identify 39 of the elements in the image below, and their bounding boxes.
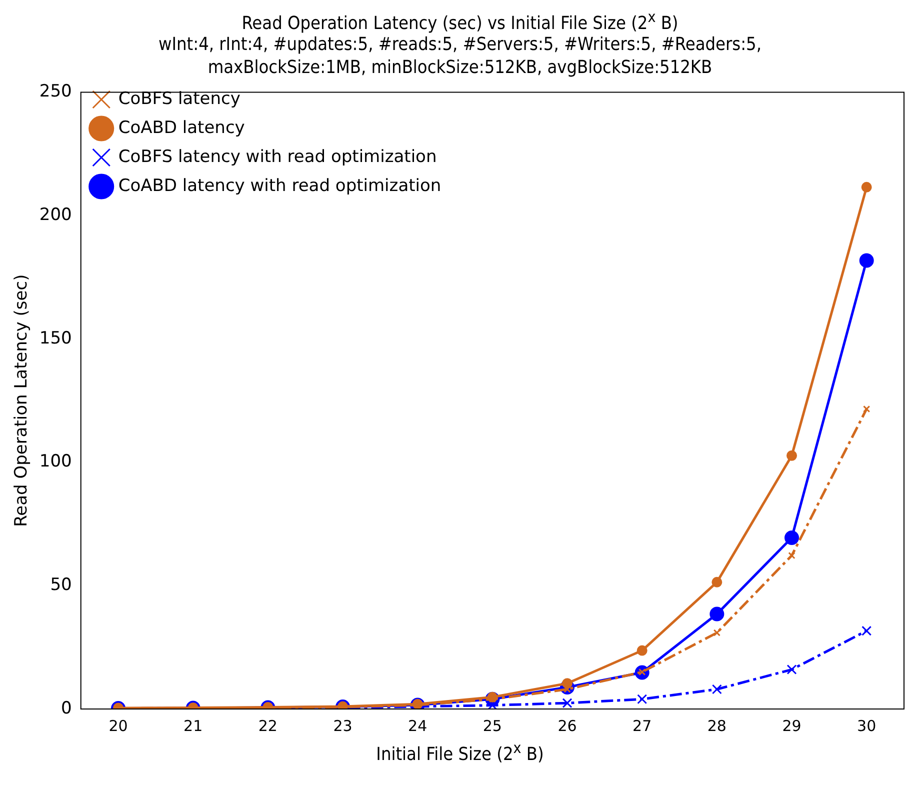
x-axis-title: Initial File Size (2$^{x}$ B) xyxy=(375,739,545,765)
point xyxy=(863,405,870,413)
legend-label: CoABD latency xyxy=(118,118,245,138)
legend-label: CoABD latency with read optimization xyxy=(118,176,442,196)
x-tick-label: 25 xyxy=(482,716,502,735)
point xyxy=(713,629,720,636)
point xyxy=(786,664,797,675)
point xyxy=(712,576,722,588)
y-tick-label: 200 xyxy=(39,204,72,225)
y-tick-label: 100 xyxy=(39,452,72,472)
chart-subtitle: wInt:4, rInt:4, #updates:5, #reads:5, #Servers:5, #Writers:5, #Readers:5, maxBlockSize:1MB, minBlockSize:512KB, avgBlockSize:512KB xyxy=(157,34,763,79)
y-axis-title: Read Operation Latency (sec) xyxy=(12,274,32,527)
x-tick-label: 20 xyxy=(108,716,128,735)
point xyxy=(637,694,648,704)
point xyxy=(862,626,872,636)
x-tick-label: 23 xyxy=(333,716,352,735)
point xyxy=(859,253,874,268)
point xyxy=(562,698,572,708)
y-tick-label: 250 xyxy=(39,82,72,102)
x-tick-label: 26 xyxy=(558,716,577,735)
chart-title: Read Operation Latency (sec) vs Initial File Size (2$^{x}$ B) xyxy=(240,8,680,34)
y-tick-label: 150 xyxy=(39,328,72,348)
x-tick-label: 27 xyxy=(632,716,652,735)
x-tick-label: 22 xyxy=(258,716,278,735)
point xyxy=(636,645,648,656)
y-tick-label: 0 xyxy=(61,698,72,718)
x-tick-label: 30 xyxy=(857,716,876,735)
point xyxy=(861,182,872,192)
point xyxy=(712,684,722,694)
x-tick-label: 29 xyxy=(782,716,802,735)
point xyxy=(786,450,797,461)
point xyxy=(784,530,799,546)
y-tick-label: 50 xyxy=(50,575,72,596)
x-tick-label: 28 xyxy=(707,716,726,735)
point xyxy=(710,606,724,622)
x-tick-label: 21 xyxy=(184,716,203,735)
legend-label: CoBFS latency with read optimization xyxy=(118,146,437,167)
point xyxy=(788,552,796,560)
x-tick-label: 24 xyxy=(408,716,428,735)
